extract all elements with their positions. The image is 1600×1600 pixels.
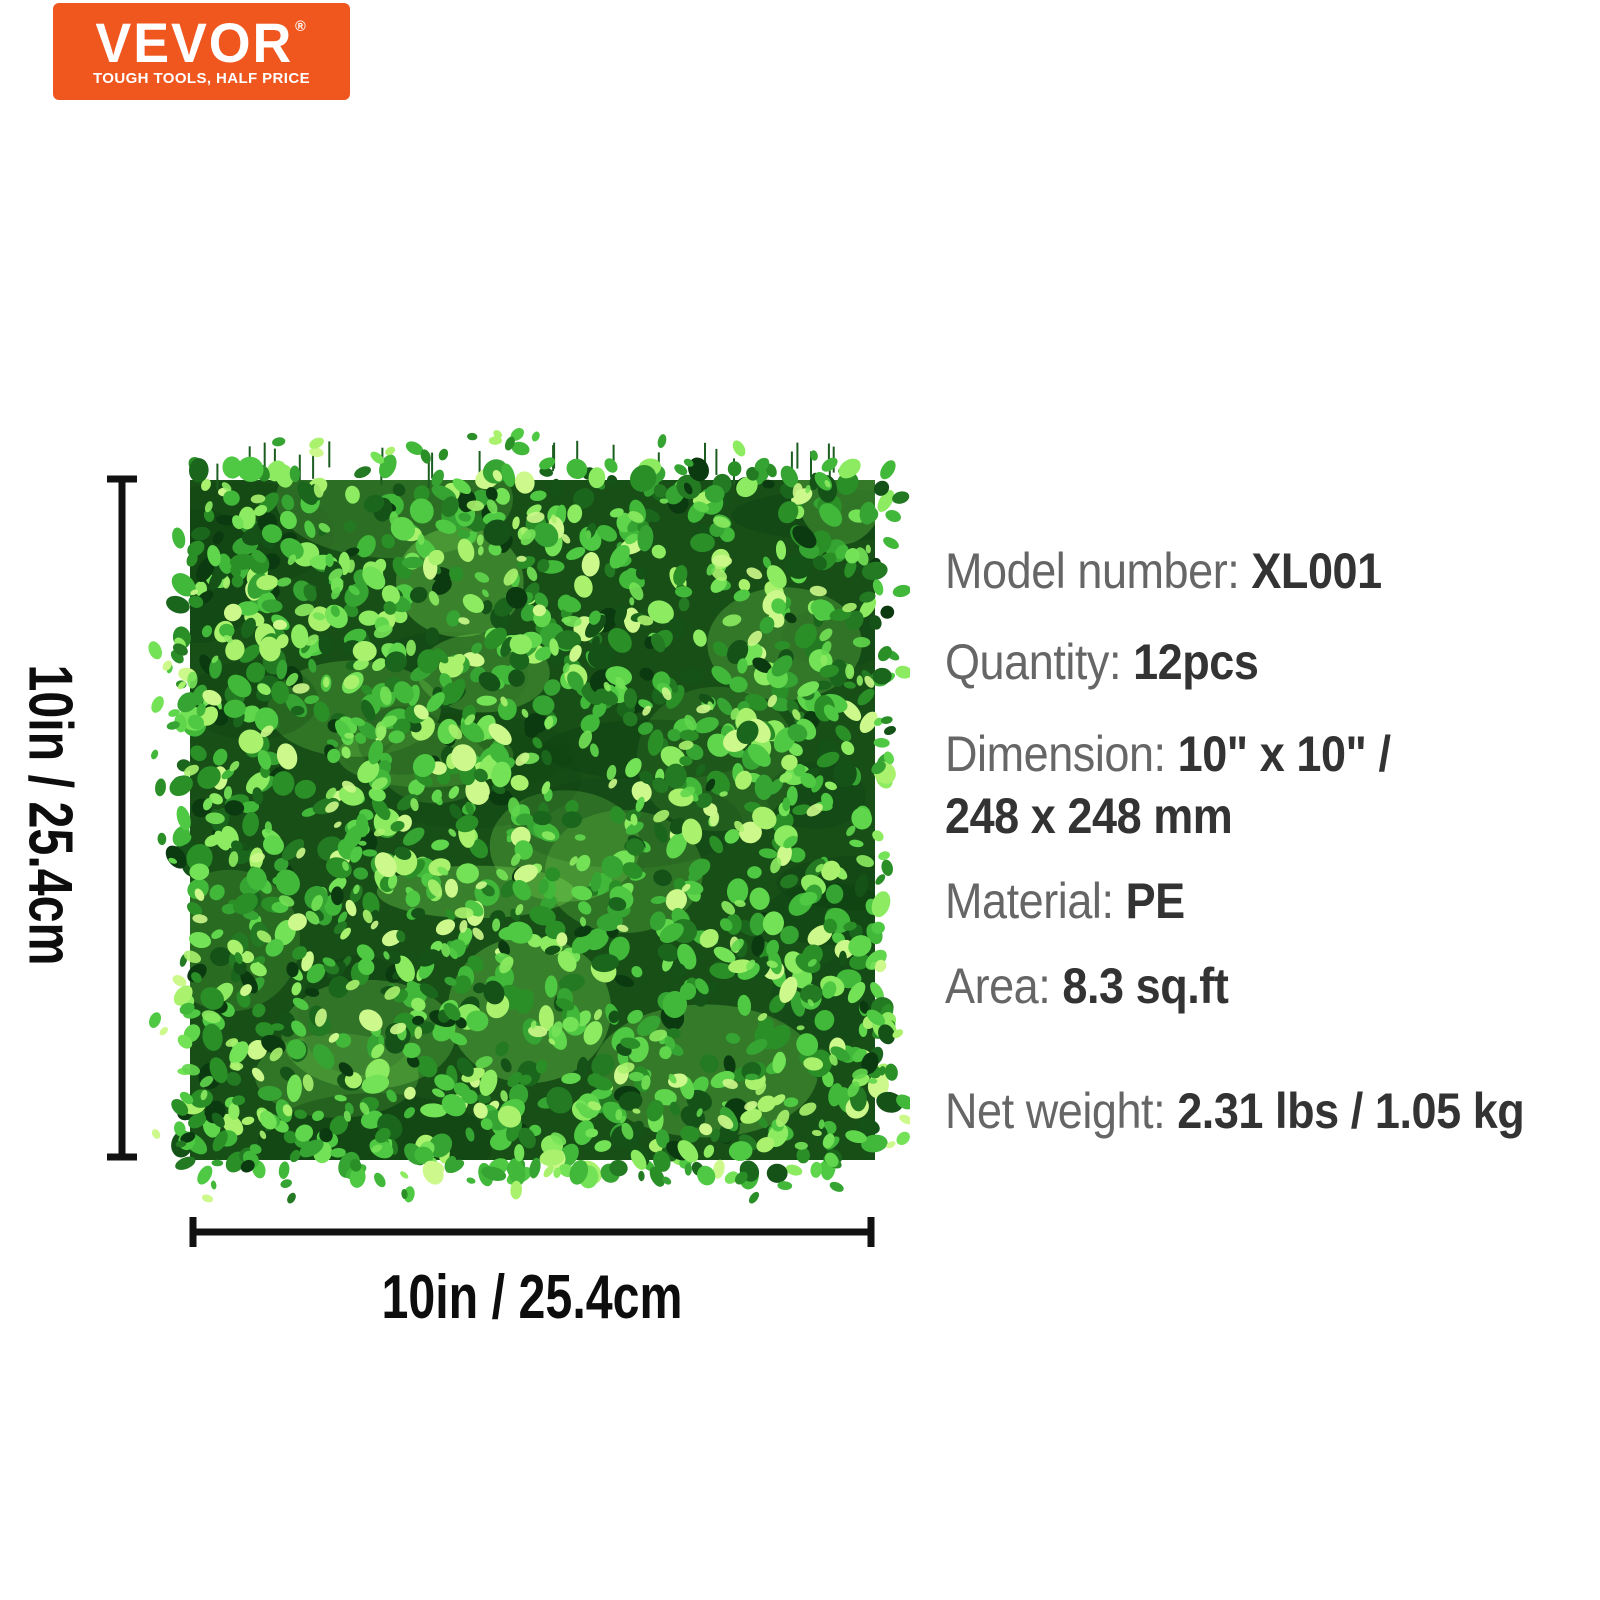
spec-value: XL001	[1251, 543, 1382, 599]
width-dimension-line	[189, 1217, 875, 1247]
spec-area: Area: 8.3 sq.ft	[945, 955, 1229, 1017]
spec-label: Dimension:	[945, 726, 1178, 782]
spec-value: 12pcs	[1133, 634, 1259, 690]
spec-value: PE	[1125, 873, 1186, 929]
spec-value: 2.31 lbs / 1.05 kg	[1177, 1083, 1525, 1139]
spec-dimension: Dimension: 10" x 10" / 248 x 248 mm	[945, 723, 1391, 847]
spec-quantity: Quantity: 12pcs	[945, 631, 1259, 693]
spec-net-weight: Net weight: 2.31 lbs / 1.05 kg	[945, 1080, 1525, 1142]
spec-value: 10" x 10" / 248 x 248 mm	[945, 726, 1391, 844]
spec-label: Quantity:	[945, 634, 1134, 690]
spec-label: Model number:	[945, 543, 1252, 599]
registered-trademark-icon: ®	[295, 17, 308, 35]
height-dimension-label: 10in / 25.4cm	[15, 664, 85, 966]
brand-tagline: TOUGH TOOLS, HALF PRICE	[93, 69, 310, 87]
spec-material: Material: PE	[945, 870, 1185, 932]
brand-logo-wordmark: VEVOR ®	[95, 10, 308, 74]
spec-label: Material:	[945, 873, 1126, 929]
spec-label: Area:	[945, 958, 1063, 1014]
width-dimension-label: 10in / 25.4cm	[381, 1263, 683, 1332]
spec-model-number: Model number: XL001	[945, 540, 1382, 602]
spec-value: 8.3 sq.ft	[1062, 958, 1229, 1014]
spec-label: Net weight:	[945, 1083, 1178, 1139]
height-dimension-line	[107, 475, 137, 1161]
brand-logo: VEVOR ® TOUGH TOOLS, HALF PRICE	[53, 3, 350, 100]
grass-panel-image	[148, 427, 910, 1204]
brand-name: VEVOR	[95, 10, 294, 74]
